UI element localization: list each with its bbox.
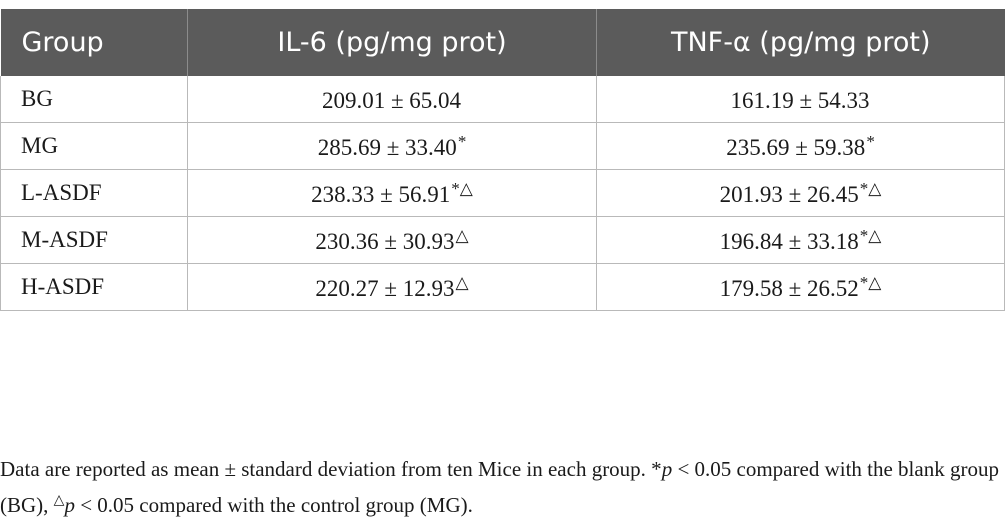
table-footnote: Data are reported as mean ± standard dev…: [0, 454, 1000, 521]
triangle-mark: △: [53, 493, 65, 508]
tnf-value: 179.58 ± 26.52: [719, 275, 859, 301]
table-row: BG 209.01 ± 65.04 161.19 ± 54.33: [0, 76, 1005, 123]
table-header-row: Group IL-6 (pg/mg prot) TNF-α (pg/mg pro…: [0, 9, 1005, 76]
cell-group: BG: [0, 76, 188, 123]
tnf-significance-mark: *△: [859, 272, 882, 292]
tnf-significance-mark: *△: [859, 225, 882, 245]
il6-value: 230.36 ± 30.93: [315, 228, 455, 254]
cell-tnf: 235.69 ± 59.38*: [596, 122, 1005, 170]
cell-group: H-ASDF: [0, 263, 188, 311]
cell-tnf: 179.58 ± 26.52*△: [596, 263, 1005, 311]
footnote-text-1: Data are reported as mean ± standard dev…: [0, 457, 662, 481]
cell-group: M-ASDF: [0, 216, 188, 264]
footnote-text-2: < 0.05 compared with the blank group (BG…: [0, 457, 999, 517]
il6-significance-mark: △: [455, 272, 469, 292]
cytokine-table: Group IL-6 (pg/mg prot) TNF-α (pg/mg pro…: [0, 9, 1005, 311]
il6-significance-mark: △: [455, 225, 469, 245]
header-group: Group: [0, 9, 188, 76]
il6-value: 220.27 ± 12.93: [315, 275, 455, 301]
table-row: L-ASDF 238.33 ± 56.91*△ 201.93 ± 26.45*△: [0, 169, 1005, 217]
tnf-value: 196.84 ± 33.18: [719, 228, 859, 254]
cell-group: MG: [0, 122, 188, 170]
cell-tnf: 196.84 ± 33.18*△: [596, 216, 1005, 264]
tnf-significance-mark: *△: [859, 178, 882, 198]
header-tnf: TNF-α (pg/mg prot): [596, 9, 1005, 76]
table-row: MG 285.69 ± 33.40* 235.69 ± 59.38*: [0, 122, 1005, 170]
cell-il6: 238.33 ± 56.91*△: [187, 169, 597, 217]
cell-il6: 209.01 ± 65.04: [187, 76, 597, 123]
il6-significance-mark: *: [457, 131, 467, 151]
footnote-p-symbol: p: [64, 493, 75, 517]
cell-group: L-ASDF: [0, 169, 188, 217]
footnote-text-3: < 0.05 compared with the control group (…: [74, 493, 473, 517]
cell-il6: 285.69 ± 33.40*: [187, 122, 597, 170]
results-table-container: Group IL-6 (pg/mg prot) TNF-α (pg/mg pro…: [0, 9, 1005, 311]
header-il6: IL-6 (pg/mg prot): [187, 9, 597, 76]
cell-tnf: 201.93 ± 26.45*△: [596, 169, 1005, 217]
il6-value: 285.69 ± 33.40: [317, 134, 457, 160]
cell-tnf: 161.19 ± 54.33: [596, 76, 1005, 123]
cell-il6: 220.27 ± 12.93△: [187, 263, 597, 311]
tnf-value: 201.93 ± 26.45: [719, 181, 859, 207]
il6-significance-mark: *△: [451, 178, 473, 198]
tnf-value: 235.69 ± 59.38: [726, 134, 866, 160]
cell-il6: 230.36 ± 30.93△: [187, 216, 597, 264]
tnf-significance-mark: *: [866, 131, 875, 151]
tnf-value: 161.19 ± 54.33: [730, 87, 870, 113]
footnote-p-symbol: p: [661, 457, 673, 481]
il6-value: 209.01 ± 65.04: [321, 87, 462, 113]
table-row: M-ASDF 230.36 ± 30.93△ 196.84 ± 33.18*△: [0, 216, 1005, 264]
table-row: H-ASDF 220.27 ± 12.93△ 179.58 ± 26.52*△: [0, 263, 1005, 311]
il6-value: 238.33 ± 56.91: [311, 181, 451, 207]
